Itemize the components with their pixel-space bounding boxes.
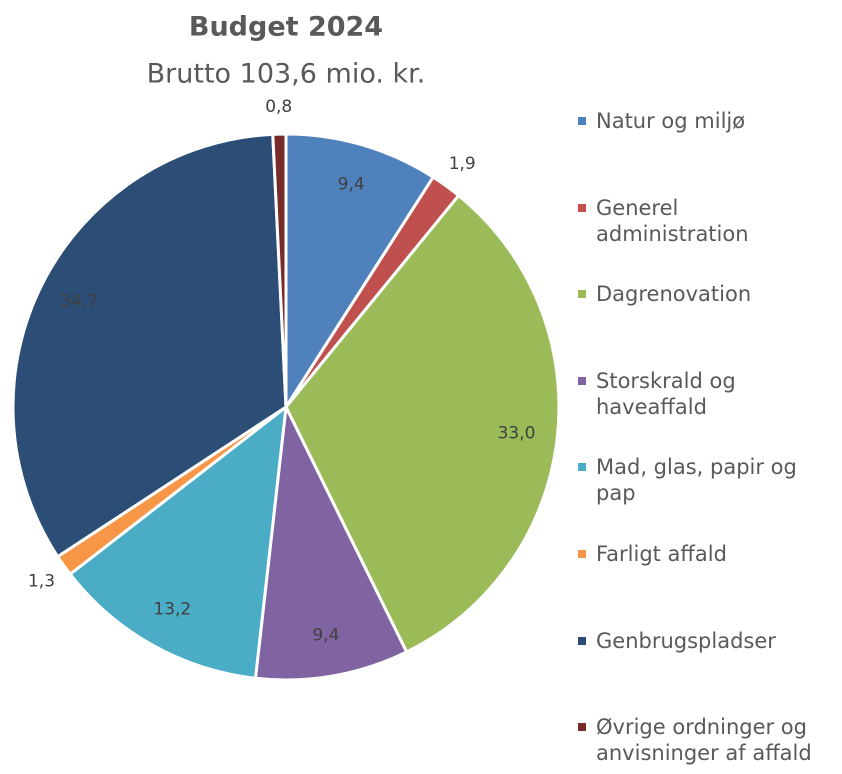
- data-label: 9,4: [312, 626, 339, 646]
- legend-label: Storskrald og haveaffald: [596, 368, 736, 419]
- data-label: 1,9: [449, 154, 476, 174]
- legend-label: Generel administration: [596, 195, 749, 246]
- data-label: 33,0: [498, 423, 536, 443]
- legend-label: Farligt affald: [596, 542, 727, 566]
- legend-item: Mad, glas, papir og pap: [578, 454, 828, 506]
- legend-item: Øvrige ordninger og anvisninger af affal…: [578, 714, 828, 766]
- legend-item: Dagrenovation: [578, 281, 828, 307]
- chart-title: Budget 2024: [189, 12, 383, 43]
- pie-slice: [11, 132, 288, 559]
- pie-slice: [284, 132, 436, 413]
- legend-label: Øvrige ordninger og anvisninger af affal…: [596, 715, 812, 766]
- pie-slice: [68, 403, 288, 680]
- legend-swatch: [578, 203, 586, 212]
- data-label: 1,3: [28, 571, 55, 591]
- legend-label: Genbrugspladser: [596, 628, 776, 653]
- legend-item: Storskrald og haveaffald: [578, 368, 828, 420]
- data-label: 9,4: [338, 174, 365, 194]
- legend-swatch: [578, 290, 586, 299]
- data-label: 13,2: [153, 599, 191, 619]
- data-label: 34,7: [60, 292, 98, 312]
- legend-swatch: [578, 376, 586, 385]
- legend-swatch: [578, 117, 586, 125]
- legend-label: Natur og miljø: [596, 109, 746, 133]
- data-label: 0,8: [265, 97, 292, 117]
- pie-slice: [271, 132, 288, 408]
- legend-label: Mad, glas, papir og pap: [596, 455, 797, 506]
- legend-item: Genbrugspladser: [578, 628, 828, 654]
- legend-swatch: [578, 550, 586, 558]
- legend-swatch: [578, 723, 586, 732]
- pie-slice: [284, 193, 561, 654]
- legend-item: Natur og miljø: [578, 108, 828, 134]
- legend-item: Farligt affald: [578, 541, 828, 567]
- chart-subtitle: Brutto 103,6 mio. kr.: [147, 59, 426, 90]
- legend-swatch: [578, 636, 586, 645]
- pie-slice: [253, 401, 409, 682]
- legend-label: Dagrenovation: [596, 282, 752, 307]
- legend-swatch: [578, 463, 586, 472]
- legend-item: Generel administration: [578, 195, 828, 247]
